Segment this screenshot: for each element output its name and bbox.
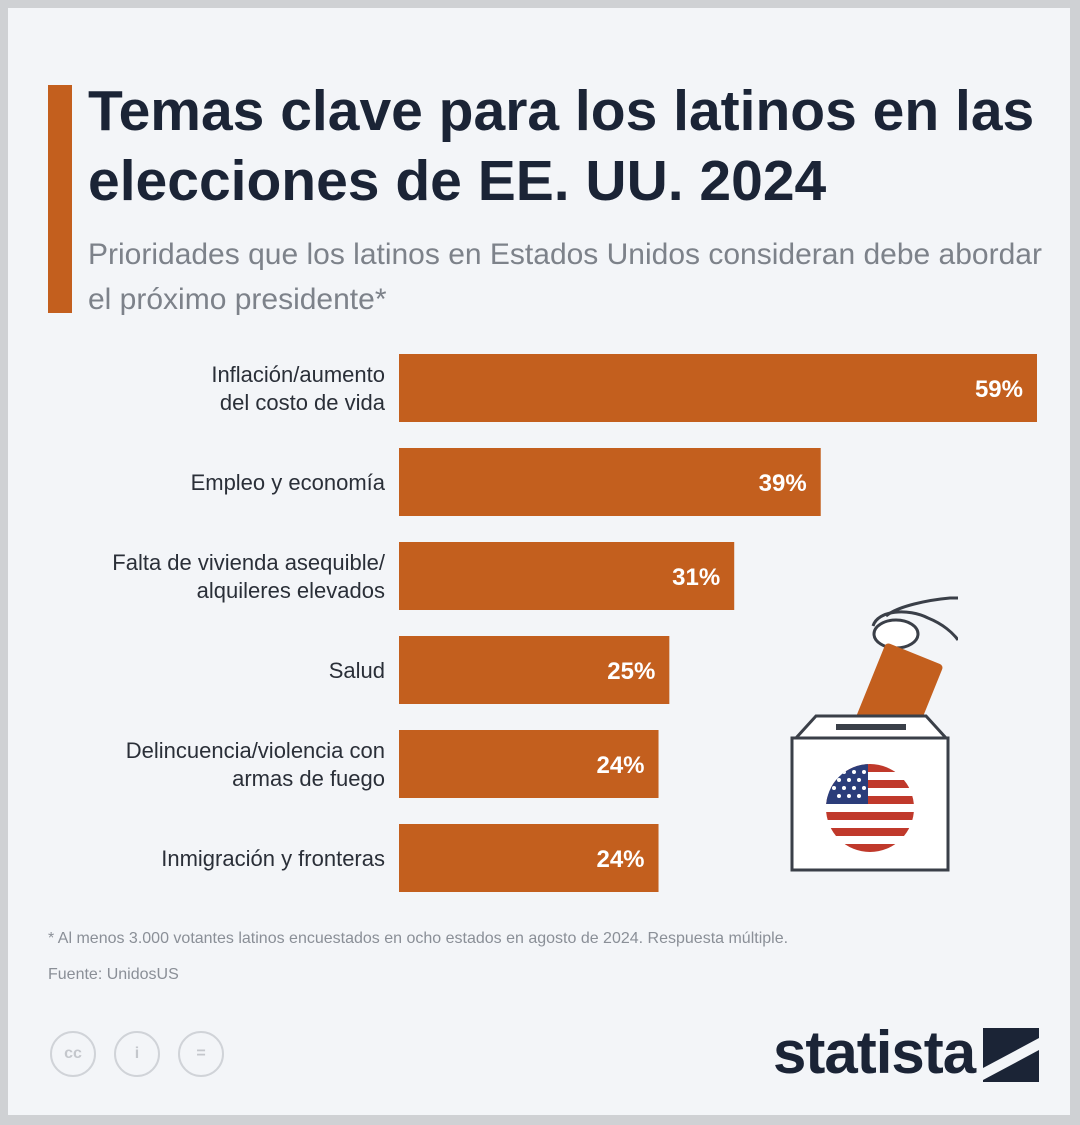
bar-5 xyxy=(399,824,659,892)
source-link[interactable]: Fuente: UnidosUS xyxy=(48,966,179,983)
bar-4 xyxy=(399,730,659,798)
infographic-card: Temas clave para los latinos en las elec… xyxy=(8,8,1070,1115)
creative-commons-icon[interactable]: cc xyxy=(50,1031,96,1077)
bar-1 xyxy=(399,448,821,516)
value-label-2: 31% xyxy=(672,564,720,591)
bar-2 xyxy=(399,542,735,610)
value-label-1: 39% xyxy=(759,470,807,497)
bar-chart: 59% Inflación/aumento del costo de vida 39%… xyxy=(112,354,1037,892)
category-label-0-0: Inflación/aumento xyxy=(211,362,385,387)
value-label-0: 59% xyxy=(975,376,1023,403)
no-derivatives-icon[interactable]: = xyxy=(178,1031,224,1077)
title-accent-bar xyxy=(48,85,72,313)
category-label-2-1: alquileres elevados xyxy=(197,578,385,603)
statista-logo-icon xyxy=(983,1028,1039,1082)
chart-subtitle: Prioridades que los latinos en Estados U… xyxy=(88,238,1042,316)
chart-title: Temas clave para los latinos en las elec… xyxy=(88,79,1035,213)
cc-label: cc xyxy=(64,1045,82,1062)
footnote: * Al menos 3.000 votantes latinos encues… xyxy=(48,930,789,947)
category-label-0-1: del costo de vida xyxy=(220,390,386,415)
attribution-label: i xyxy=(134,1045,140,1062)
category-label-1-0: Empleo y economía xyxy=(191,470,386,495)
bar-0 xyxy=(399,354,1037,422)
category-label-3-0: Salud xyxy=(329,658,385,683)
category-label-5-0: Inmigración y fronteras xyxy=(161,846,385,871)
value-label-3: 25% xyxy=(607,658,655,685)
no-derivatives-label: = xyxy=(196,1045,206,1062)
category-label-4-0: Delincuencia/violencia con xyxy=(126,738,385,763)
category-label-2-0: Falta de vivienda asequible/ xyxy=(112,550,386,575)
bar-3 xyxy=(399,636,670,704)
value-label-4: 24% xyxy=(596,752,644,779)
category-label-4-1: armas de fuego xyxy=(232,766,385,791)
value-label-5: 24% xyxy=(596,846,644,873)
statista-logo-text[interactable]: statista xyxy=(773,1019,976,1086)
ballot-box-icon xyxy=(790,596,958,872)
attribution-icon[interactable]: i xyxy=(114,1031,160,1077)
